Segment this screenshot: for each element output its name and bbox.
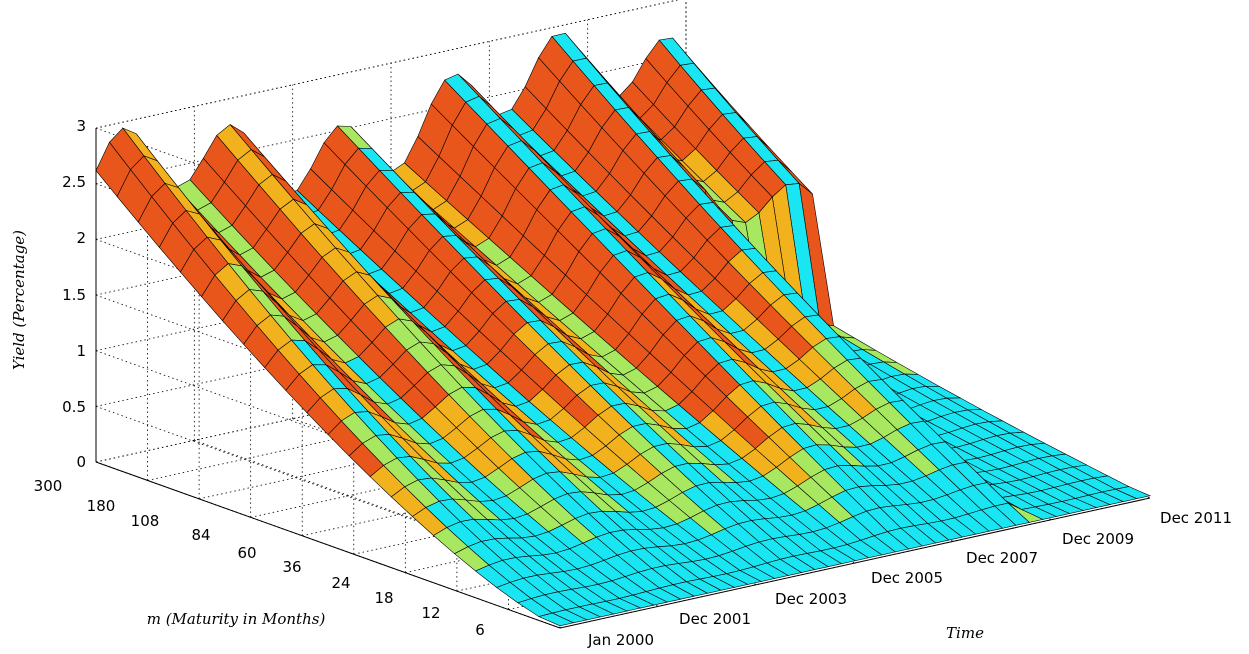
maturity-ticks: 300 180 108 84 60 36 24 18 12 6 <box>34 477 485 639</box>
yield-surface <box>95 32 1151 627</box>
maturity-tick: 108 <box>131 512 160 530</box>
yield-tick: 3 <box>76 117 86 135</box>
time-axis-line <box>559 497 1151 629</box>
yield-tick: 1 <box>76 342 86 360</box>
maturity-tick: 36 <box>282 558 301 576</box>
yield-tick: 0.5 <box>62 398 86 416</box>
maturity-tick: 300 <box>34 477 63 495</box>
time-tick: Dec 2009 <box>1062 530 1134 548</box>
time-tick: Dec 2011 <box>1160 509 1232 527</box>
maturity-tick: 180 <box>87 497 116 515</box>
yield-ticks: 0 0.5 1 1.5 2 2.5 3 <box>62 117 86 471</box>
time-tick: Dec 2001 <box>679 610 751 628</box>
time-ticks: Jan 2000 Dec 2001 Dec 2003 Dec 2005 Dec … <box>587 509 1232 649</box>
yield-tick: 2.5 <box>62 173 86 191</box>
yield-tick: 1.5 <box>62 286 86 304</box>
maturity-tick: 6 <box>475 621 485 639</box>
axes <box>95 128 1151 629</box>
yield-tick: 2 <box>76 229 86 247</box>
time-tick: Dec 2007 <box>966 549 1038 567</box>
time-tick: Jan 2000 <box>587 631 654 649</box>
time-tick: Dec 2003 <box>775 590 847 608</box>
maturity-tick: 12 <box>421 604 440 622</box>
surface-patch <box>537 612 575 627</box>
z-axis-label: Yield (Percentage) <box>10 230 28 370</box>
time-axis-label: Time <box>946 624 984 642</box>
maturity-axis-line <box>95 461 561 629</box>
maturity-tick: 24 <box>331 574 350 592</box>
maturity-tick: 18 <box>374 589 393 607</box>
maturity-tick: 60 <box>237 544 256 562</box>
maturity-axis-label: m (Maturity in Months) <box>147 610 326 628</box>
yield-tick: 0 <box>76 453 86 471</box>
time-tick: Dec 2005 <box>871 569 943 587</box>
box-top-edge <box>95 0 680 129</box>
yield-gridline <box>95 53 687 185</box>
maturity-tick: 84 <box>191 526 210 544</box>
